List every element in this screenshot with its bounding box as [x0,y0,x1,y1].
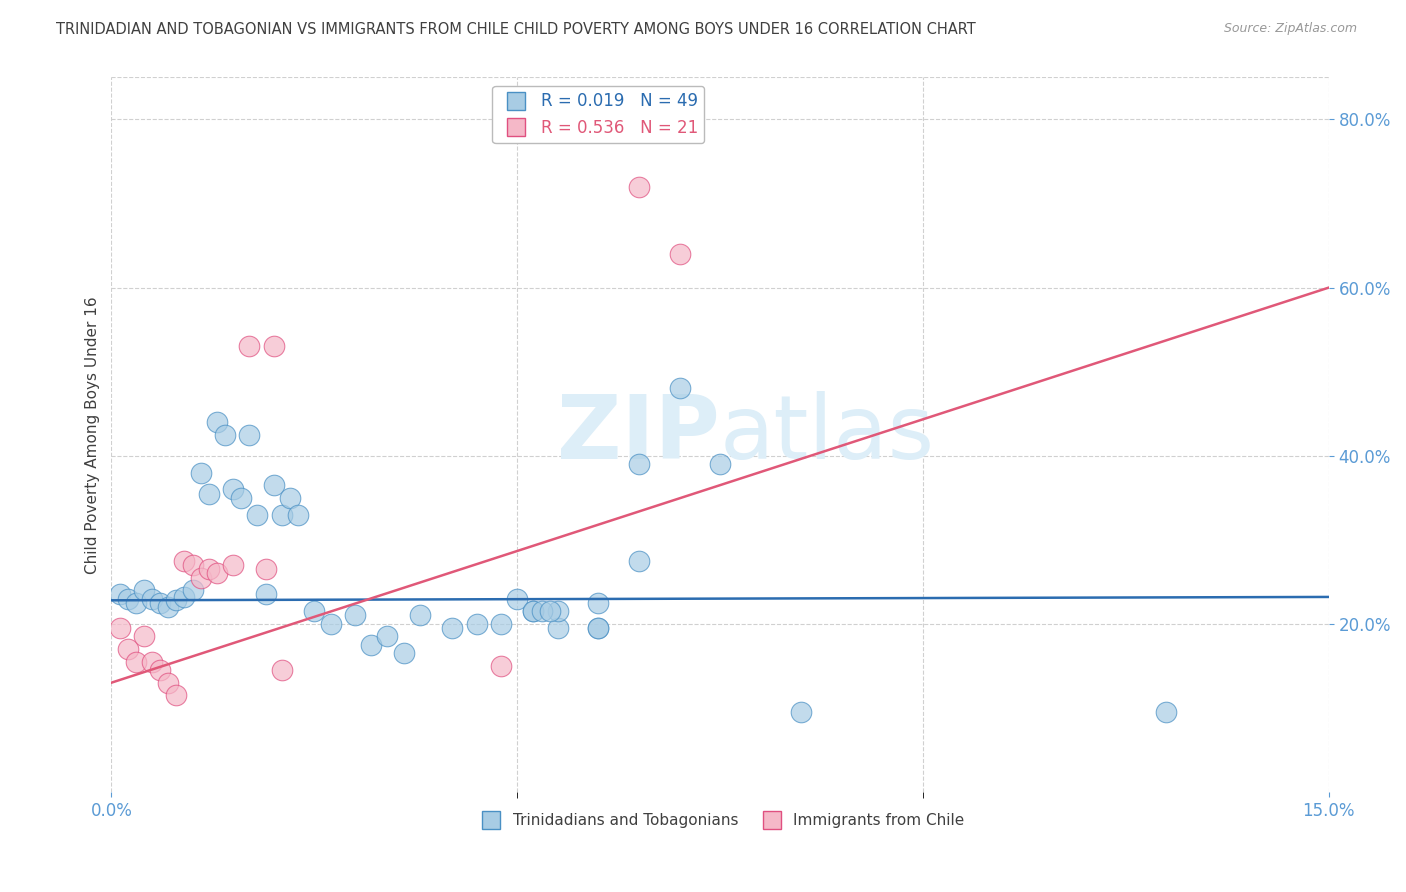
Point [270,508,292,522]
Point [588,621,610,635]
Text: atlas: atlas [720,392,935,478]
Point [360,638,382,652]
Point [254,587,277,601]
Point [181,583,204,598]
Point [125,655,148,669]
Point [538,604,561,618]
Point [173,590,195,604]
Point [117,642,139,657]
Point [108,621,131,635]
Point [343,608,366,623]
Point [205,415,228,429]
Point [522,604,544,618]
Point [173,554,195,568]
Point [304,604,326,618]
Point [157,675,180,690]
Point [198,486,221,500]
Point [627,457,650,471]
Y-axis label: Child Poverty Among Boys Under 16: Child Poverty Among Boys Under 16 [86,296,100,574]
Point [214,427,236,442]
Point [238,427,260,442]
Point [441,621,464,635]
Point [132,630,155,644]
Text: Source: ZipAtlas.com: Source: ZipAtlas.com [1223,22,1357,36]
Point [141,591,163,606]
Point [278,491,301,505]
Point [709,457,731,471]
Point [375,630,398,644]
Point [547,604,569,618]
Text: TRINIDADIAN AND TOBAGONIAN VS IMMIGRANTS FROM CHILE CHILD POVERTY AMONG BOYS UND: TRINIDADIAN AND TOBAGONIAN VS IMMIGRANTS… [56,22,976,37]
Point [506,591,529,606]
Point [547,621,569,635]
Point [149,596,172,610]
Point [1156,705,1178,719]
Point [190,466,212,480]
Point [117,591,139,606]
Point [181,558,204,572]
Point [263,339,285,353]
Point [287,508,309,522]
Point [198,562,221,576]
Point [125,596,148,610]
Legend: Trinidadians and Tobagonians, Immigrants from Chile: Trinidadians and Tobagonians, Immigrants… [470,807,970,834]
Point [489,616,512,631]
Point [222,483,245,497]
Point [108,587,131,601]
Point [409,608,432,623]
Point [668,247,690,261]
Point [392,646,415,660]
Point [157,600,180,615]
Point [222,558,245,572]
Text: ZIP: ZIP [557,392,720,478]
Point [530,604,553,618]
Point [141,655,163,669]
Point [627,179,650,194]
Point [205,566,228,581]
Point [522,604,544,618]
Point [588,621,610,635]
Point [246,508,269,522]
Point [165,593,187,607]
Point [231,491,253,505]
Point [263,478,285,492]
Point [668,382,690,396]
Point [149,663,172,677]
Point [238,339,260,353]
Point [190,571,212,585]
Point [489,658,512,673]
Point [790,705,813,719]
Point [132,583,155,598]
Point [270,663,292,677]
Point [627,554,650,568]
Point [465,616,488,631]
Point [319,616,342,631]
Point [254,562,277,576]
Point [588,596,610,610]
Point [165,688,187,702]
